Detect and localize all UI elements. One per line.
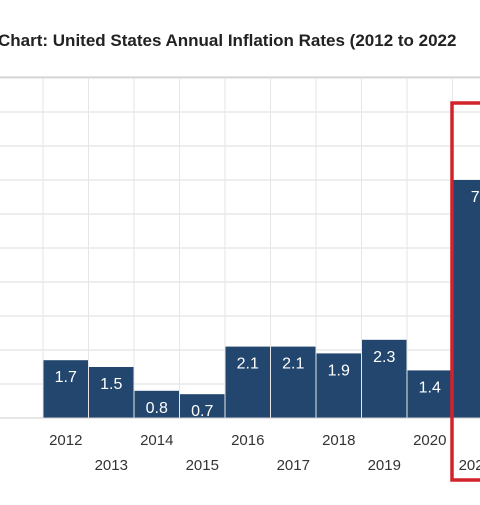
tick-label-2014: 2014 (140, 432, 173, 449)
value-label-2014: 0.8 (146, 400, 168, 417)
tick-label-2019: 2019 (368, 457, 401, 474)
value-label-2017: 2.1 (282, 356, 304, 373)
value-label-2016: 2.1 (237, 356, 259, 373)
bar-2014 (134, 390, 179, 418)
bar-2021 (453, 180, 480, 418)
bar-2018 (316, 353, 361, 418)
bar-2012 (43, 360, 88, 418)
tick-label-2012: 2012 (49, 432, 82, 449)
value-labels: 1.71.50.80.72.12.11.92.31.478 (55, 189, 480, 420)
value-label-2018: 1.9 (328, 362, 350, 379)
value-label-2021: 7 (471, 189, 480, 206)
tick-label-2018: 2018 (322, 432, 355, 449)
tick-label-2013: 2013 (95, 457, 128, 474)
bar-2017 (271, 346, 316, 418)
gridlines (0, 76, 480, 418)
x-axis: 2012 2013 2014 2015 2016 2017 2018 2019 2020 2021… (0, 417, 480, 474)
highlight-box (450, 101, 480, 482)
highlight-rectangle (450, 101, 480, 482)
value-label-2013: 1.5 (100, 376, 122, 393)
tick-label-2016: 2016 (231, 432, 264, 449)
bars (43, 180, 480, 418)
chart-title: Chart: United States Annual Inflation Ra… (0, 31, 456, 50)
bar-2016 (225, 346, 270, 418)
tick-label-2015: 2015 (186, 457, 219, 474)
value-label-2015: 0.7 (191, 403, 213, 420)
bar-2019 (362, 339, 407, 418)
tick-label-2020: 2020 (413, 432, 446, 449)
bar-2015 (180, 394, 225, 418)
bar-2013 (89, 367, 134, 418)
value-label-2020: 1.4 (419, 379, 441, 396)
bar-2020 (407, 370, 452, 418)
value-label-2012: 1.7 (55, 369, 77, 386)
tick-label-2017: 2017 (277, 457, 310, 474)
value-label-2019: 2.3 (373, 349, 395, 366)
